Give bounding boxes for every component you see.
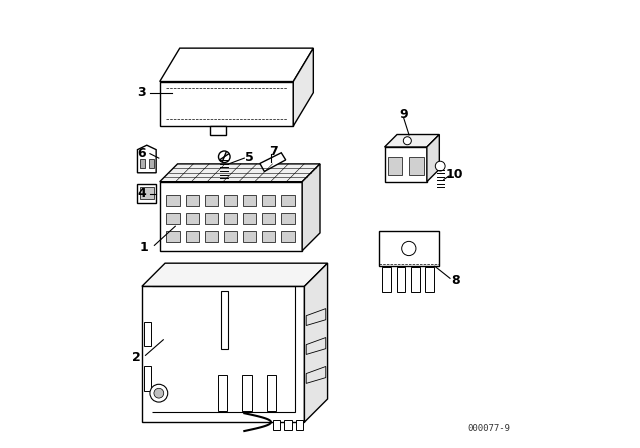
Bar bbox=[243, 213, 257, 224]
Bar bbox=[262, 195, 275, 206]
Bar bbox=[166, 231, 180, 242]
Bar bbox=[224, 231, 237, 242]
Bar bbox=[242, 375, 252, 411]
Text: 7: 7 bbox=[269, 145, 278, 158]
Polygon shape bbox=[160, 182, 302, 251]
Circle shape bbox=[218, 151, 230, 163]
Bar bbox=[273, 420, 280, 430]
Bar bbox=[186, 195, 199, 206]
Circle shape bbox=[403, 137, 412, 145]
Bar bbox=[166, 213, 180, 224]
Bar bbox=[388, 157, 403, 176]
Bar bbox=[262, 213, 275, 224]
Circle shape bbox=[435, 161, 445, 171]
Polygon shape bbox=[427, 134, 439, 182]
Bar bbox=[218, 375, 227, 411]
Text: 8: 8 bbox=[451, 274, 460, 287]
Text: 4: 4 bbox=[138, 187, 147, 200]
Polygon shape bbox=[142, 263, 328, 286]
Bar bbox=[186, 231, 199, 242]
Circle shape bbox=[150, 384, 168, 402]
Bar bbox=[281, 231, 294, 242]
Bar bbox=[221, 291, 228, 349]
Polygon shape bbox=[138, 145, 156, 173]
Polygon shape bbox=[385, 147, 427, 182]
Bar bbox=[262, 231, 275, 242]
Polygon shape bbox=[379, 231, 439, 266]
Text: 6: 6 bbox=[138, 147, 146, 160]
Bar bbox=[243, 195, 257, 206]
Bar bbox=[281, 195, 294, 206]
Bar bbox=[267, 375, 276, 411]
Bar bbox=[411, 267, 420, 292]
Bar bbox=[186, 213, 199, 224]
Bar bbox=[205, 195, 218, 206]
Polygon shape bbox=[305, 263, 328, 422]
Polygon shape bbox=[142, 286, 305, 422]
Bar bbox=[224, 213, 237, 224]
Bar bbox=[144, 322, 151, 346]
Text: 5: 5 bbox=[245, 151, 254, 164]
Bar bbox=[410, 157, 424, 176]
Text: 000077-9: 000077-9 bbox=[468, 424, 511, 433]
Bar bbox=[281, 213, 294, 224]
Polygon shape bbox=[138, 184, 156, 202]
Bar bbox=[148, 159, 154, 168]
Polygon shape bbox=[160, 164, 320, 182]
Bar bbox=[224, 195, 237, 206]
Bar bbox=[140, 159, 145, 168]
Bar bbox=[284, 420, 291, 430]
Text: 3: 3 bbox=[138, 86, 146, 99]
Bar bbox=[425, 267, 434, 292]
Polygon shape bbox=[160, 82, 293, 126]
Bar bbox=[140, 188, 154, 199]
Bar bbox=[166, 195, 180, 206]
Polygon shape bbox=[293, 48, 314, 126]
Bar bbox=[397, 267, 406, 292]
Polygon shape bbox=[385, 134, 439, 147]
Bar bbox=[243, 231, 257, 242]
Bar bbox=[205, 231, 218, 242]
Text: 9: 9 bbox=[399, 108, 408, 121]
Polygon shape bbox=[160, 48, 314, 82]
Polygon shape bbox=[260, 153, 285, 172]
Text: 2: 2 bbox=[132, 351, 141, 364]
Circle shape bbox=[154, 388, 164, 398]
Polygon shape bbox=[211, 126, 226, 135]
Bar bbox=[205, 213, 218, 224]
Bar bbox=[144, 366, 151, 391]
Polygon shape bbox=[302, 164, 320, 251]
Bar bbox=[382, 267, 391, 292]
Text: 10: 10 bbox=[445, 168, 463, 181]
Bar bbox=[296, 420, 303, 430]
Text: 1: 1 bbox=[140, 241, 148, 254]
